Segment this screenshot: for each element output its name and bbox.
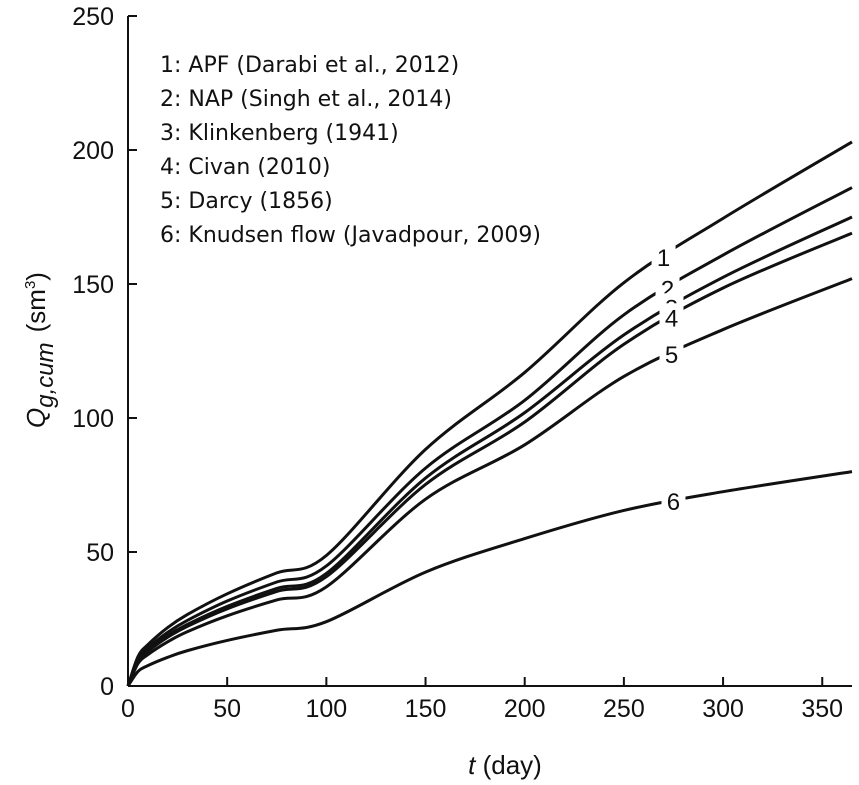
y-axis-title: Qg,cum (sm3) [21,272,59,428]
legend-entry: 4: Civan (2010) [160,155,330,180]
x-tick-label: 250 [603,695,645,723]
x-axis-title: t (day) [468,750,542,780]
series-label-bg [661,487,686,516]
series-label-bg [659,339,684,368]
y-tick-label: 0 [100,673,114,701]
legend-entry: 3: Klinkenberg (1941) [160,121,399,146]
x-tick-label: 200 [504,695,546,723]
legend-entry: 2: NAP (Singh et al., 2014) [160,87,452,112]
y-tick-label: 100 [72,405,114,433]
y-axis-unit-open: (sm [21,289,51,332]
x-tick-label: 100 [305,695,347,723]
x-axis-var: t [468,750,477,780]
curve-labels: 123456 [651,242,686,516]
axes [127,16,852,687]
legend-entry: 6: Knudsen flow (Javadpour, 2009) [160,223,541,248]
x-tick-label: 350 [801,695,843,723]
series-label-bg [659,303,684,332]
series-line-3 [126,215,853,687]
x-tick-label: 50 [213,695,241,723]
y-tick-label: 50 [86,539,114,567]
series-label-6: 6 [667,489,680,516]
y-tick-label: 200 [72,137,114,165]
ticks: 0 50 100 150 200 250 300 350 0 50 100 150 200 250 [72,3,843,723]
series-label-bg [651,242,676,271]
legend: 1: APF (Darabi et al., 2012) 2: NAP (Sing… [160,53,541,248]
series-line-4 [126,231,853,687]
series-line-6 [126,470,853,687]
series-label-1: 1 [657,245,670,272]
series-label-4: 4 [665,305,678,332]
x-tick-label: 300 [702,695,744,723]
x-axis-unit: (day) [475,750,541,780]
y-axis-var: Q [21,408,51,428]
y-tick-label: 150 [72,271,114,299]
series-label-5: 5 [665,342,678,369]
y-axis-unit-superscript: 3 [22,281,39,289]
x-tick-label: 0 [121,695,135,723]
x-tick-label: 150 [405,695,447,723]
y-axis-subscript: g,cum [32,342,59,407]
legend-entry: 1: APF (Darabi et al., 2012) [160,53,459,78]
legend-entry: 5: Darcy (1856) [160,189,333,214]
y-axis-unit-close: ) [21,272,51,281]
series-line-5 [126,277,853,687]
y-tick-label: 250 [72,3,114,31]
